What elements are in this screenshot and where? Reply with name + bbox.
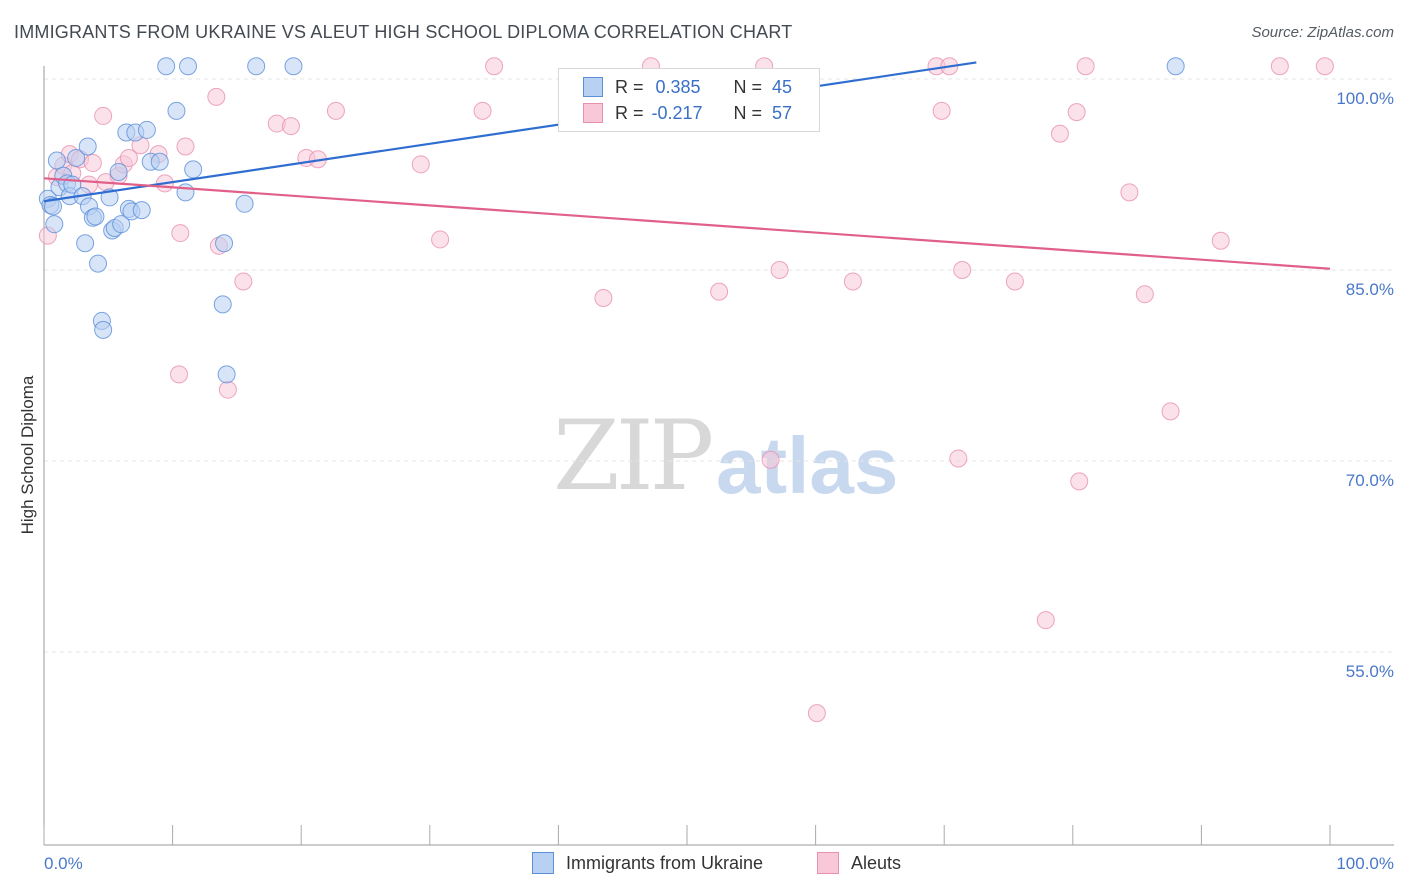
legend-n-value: 45: [772, 76, 793, 97]
ukraine-point: [176, 183, 195, 202]
aleut-point: [170, 365, 189, 384]
aleut-point: [1120, 183, 1139, 202]
ukraine-point: [217, 365, 236, 384]
aleut-point: [1161, 402, 1180, 421]
legend-swatch-blue: [583, 77, 603, 97]
chart-title: IMMIGRANTS FROM UKRAINE VS ALEUT HIGH SC…: [14, 22, 793, 42]
aleut-point: [1067, 103, 1086, 122]
ukraine-point: [1166, 57, 1185, 76]
aleut-point: [953, 261, 972, 279]
ukraine-point: [167, 101, 186, 120]
aleut-point: [932, 101, 951, 120]
watermark-atlas: atlas: [716, 421, 899, 510]
ukraine-point: [213, 295, 232, 314]
source-label: Source: ZipAtlas.com: [1251, 24, 1394, 41]
aleut-point: [1270, 57, 1289, 76]
aleut-point: [1050, 124, 1069, 143]
aleut-point: [411, 155, 430, 174]
ukraine-trend-line: [43, 61, 977, 203]
legend-item-aleuts[interactable]: Aleuts: [817, 852, 901, 874]
ukraine-point: [284, 57, 303, 76]
y-tick-label: 55.0%: [1346, 662, 1394, 681]
aleut-point: [807, 704, 826, 723]
legend-r-value: -0.217: [651, 102, 703, 123]
legend-row-ukraine: R = 0.385 N = 45: [559, 74, 792, 100]
ukraine-point: [132, 201, 151, 220]
aleut-point: [281, 117, 300, 136]
legend-row-aleuts: R = -0.217 N = 57: [559, 100, 792, 126]
legend-n-value: 57: [772, 102, 793, 123]
legend-r-label: R =: [615, 102, 644, 123]
aleut-point: [1005, 272, 1024, 291]
aleut-point: [761, 450, 780, 469]
ukraine-point: [150, 152, 169, 171]
aleut-point: [949, 449, 968, 468]
aleut-point: [1070, 472, 1089, 491]
aleut-point: [234, 272, 253, 291]
aleut-point: [119, 148, 138, 167]
ukraine-point: [67, 148, 86, 167]
watermark-zip: ZIP: [553, 400, 714, 512]
legend-swatch-pink: [583, 103, 603, 123]
ukraine-point: [47, 151, 66, 170]
ukraine-point: [215, 234, 234, 253]
legend-n-label: N =: [733, 76, 763, 97]
aleut-point: [207, 87, 226, 106]
aleut-point: [94, 106, 113, 125]
aleut-point: [326, 101, 345, 120]
y-tick-label: 70.0%: [1346, 471, 1394, 490]
ukraine-point: [94, 320, 113, 339]
legend-n-label: N =: [733, 102, 763, 123]
aleut-point: [83, 154, 102, 173]
ukraine-point: [89, 254, 108, 273]
ukraine-point: [157, 57, 176, 76]
legend-swatch-pink: [817, 852, 839, 874]
legend-item-label: Immigrants from Ukraine: [566, 852, 764, 873]
legend-r-value: 0.385: [655, 76, 701, 97]
legend-r-label: R =: [615, 76, 644, 97]
x-tick-label: 100.0%: [1336, 854, 1394, 873]
ukraine-point: [179, 57, 198, 76]
aleut-point: [594, 289, 613, 308]
ukraine-point: [137, 120, 156, 139]
bottom-legend: Immigrants from Ukraine Aleuts: [0, 852, 1406, 878]
aleut-point: [176, 137, 195, 156]
ukraine-point: [44, 197, 63, 216]
aleut-point: [770, 261, 789, 279]
legend-item-ukraine[interactable]: Immigrants from Ukraine: [532, 852, 763, 874]
stats-legend: R = 0.385 N = 45 R = -0.217 N = 57: [558, 68, 820, 132]
aleut-point: [843, 272, 862, 291]
aleut-point: [473, 101, 492, 120]
x-tick-label: 0.0%: [44, 854, 83, 873]
ukraine-point: [86, 207, 105, 226]
aleut-point: [710, 282, 729, 301]
ukraine-point: [112, 215, 131, 234]
ukraine-point: [78, 137, 97, 156]
aleut-point: [1211, 231, 1230, 250]
ukraine-point: [76, 234, 95, 253]
ukraine-point: [45, 215, 64, 234]
aleut-point: [431, 230, 450, 249]
ukraine-point: [235, 194, 254, 213]
ukraine-point: [184, 160, 203, 179]
aleut-point: [485, 57, 504, 76]
y-tick-label: 85.0%: [1346, 280, 1394, 299]
aleut-point: [1135, 285, 1154, 304]
legend-swatch-blue: [532, 852, 554, 874]
ukraine-point: [109, 162, 128, 181]
aleut-point: [1076, 57, 1095, 76]
y-tick-label: 100.0%: [1336, 89, 1394, 108]
aleut-point: [218, 380, 237, 399]
aleut-point: [1036, 611, 1055, 630]
legend-item-label: Aleuts: [851, 852, 902, 873]
aleut-trend-line: [43, 177, 1331, 270]
aleut-point: [171, 224, 190, 243]
aleut-point: [1315, 57, 1334, 76]
ukraine-point: [247, 57, 266, 76]
